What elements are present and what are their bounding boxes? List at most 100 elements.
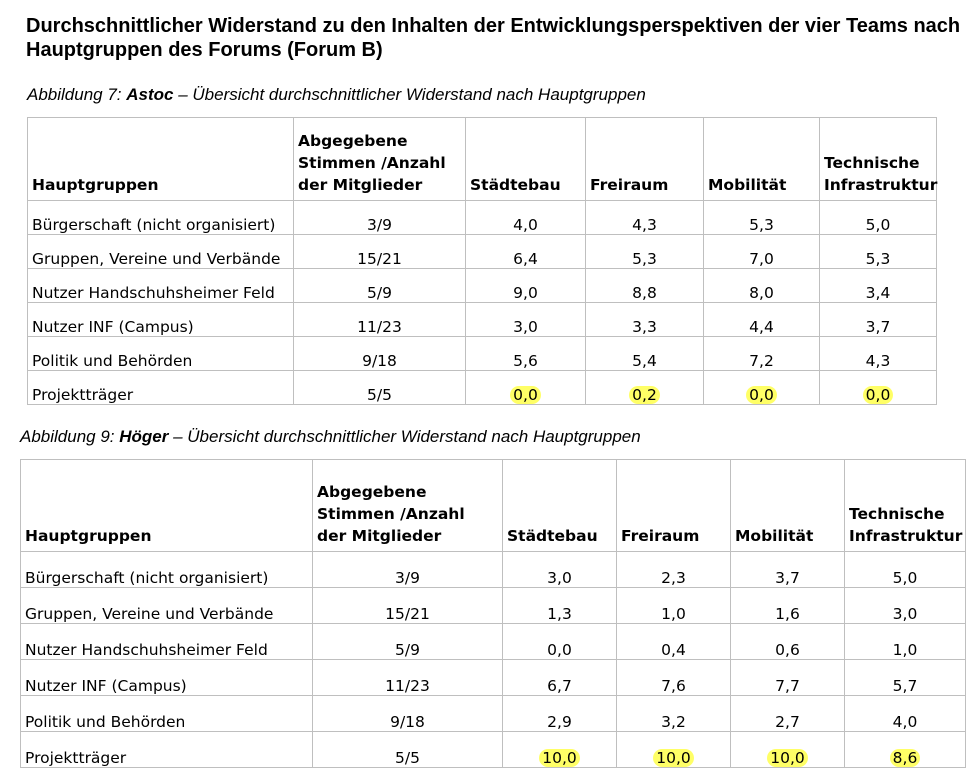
votes-cell: 9/18: [293, 336, 466, 371]
votes-cell: 11/23: [293, 302, 466, 337]
value-cell: 2,7: [730, 695, 845, 732]
value-cell: 5,4: [585, 336, 704, 371]
column-header: Mobilität: [730, 459, 845, 552]
value-cell: 1,0: [844, 623, 966, 660]
group-cell: Nutzer Handschuhsheimer Feld: [20, 623, 313, 660]
value-cell: 3,4: [819, 268, 937, 303]
value-cell: 6,7: [502, 659, 617, 696]
column-header: Abgegebene Stimmen /Anzahl der Mitgliede…: [293, 117, 466, 201]
value-cell: 3,2: [616, 695, 731, 732]
highlighted-value: 0,2: [629, 386, 660, 404]
table-header-row: Hauptgruppen Abgegebene Stimmen /Anzahl …: [20, 459, 966, 552]
value-cell: 3,0: [844, 587, 966, 624]
table-row: Projektträger 5/5 0,0 0,2 0,0 0,0: [27, 370, 937, 405]
votes-cell: 9/18: [312, 695, 503, 732]
value-cell: 3,7: [819, 302, 937, 337]
column-header: Technische Infrastruktur: [819, 117, 937, 201]
resistance-table-astoc: Hauptgruppen Abgegebene Stimmen /Anzahl …: [27, 117, 937, 405]
highlighted-value: 10,0: [653, 749, 694, 767]
votes-cell: 5/5: [312, 731, 503, 768]
group-cell: Gruppen, Vereine und Verbände: [27, 234, 294, 269]
group-cell: Politik und Behörden: [27, 336, 294, 371]
votes-cell: 5/9: [312, 623, 503, 660]
group-cell: Nutzer Handschuhsheimer Feld: [27, 268, 294, 303]
table-row: Gruppen, Vereine und Verbände 15/21 6,4 …: [27, 234, 937, 269]
value-cell: 10,0: [616, 731, 731, 768]
column-header: Technische Infrastruktur: [844, 459, 966, 552]
caption-prefix: Abbildung 9:: [20, 427, 120, 446]
column-header: Städtebau: [502, 459, 617, 552]
column-header: Hauptgruppen: [27, 117, 294, 201]
table-row: Politik und Behörden 9/18 2,9 3,2 2,7 4,…: [20, 695, 966, 732]
value-cell: 0,2: [585, 370, 704, 405]
highlighted-value: 10,0: [539, 749, 580, 767]
column-header: Städtebau: [465, 117, 586, 201]
caption-suffix: – Übersicht durchschnittlicher Widerstan…: [168, 427, 641, 446]
value-cell: 1,6: [730, 587, 845, 624]
value-cell: 0,0: [465, 370, 586, 405]
value-cell: 4,4: [703, 302, 820, 337]
value-cell: 0,0: [819, 370, 937, 405]
value-cell: 7,7: [730, 659, 845, 696]
value-cell: 5,0: [844, 551, 966, 588]
value-cell: 5,3: [585, 234, 704, 269]
value-cell: 7,0: [703, 234, 820, 269]
value-cell: 5,3: [819, 234, 937, 269]
table-row: Bürgerschaft (nicht organisiert) 3/9 3,0…: [20, 551, 966, 588]
group-cell: Nutzer INF (Campus): [20, 659, 313, 696]
group-cell: Projektträger: [27, 370, 294, 405]
column-header: Freiraum: [585, 117, 704, 201]
value-cell: 0,6: [730, 623, 845, 660]
value-cell: 1,3: [502, 587, 617, 624]
votes-cell: 3/9: [293, 200, 466, 235]
table-row: Nutzer Handschuhsheimer Feld 5/9 9,0 8,8…: [27, 268, 937, 303]
table-row: Projektträger 5/5 10,0 10,0 10,0 8,6: [20, 731, 966, 768]
group-cell: Politik und Behörden: [20, 695, 313, 732]
votes-cell: 5/9: [293, 268, 466, 303]
value-cell: 7,2: [703, 336, 820, 371]
value-cell: 0,4: [616, 623, 731, 660]
value-cell: 10,0: [730, 731, 845, 768]
highlighted-value: 8,6: [889, 749, 921, 767]
value-cell: 7,6: [616, 659, 731, 696]
column-header: Freiraum: [616, 459, 731, 552]
caption-team: Höger: [119, 427, 169, 446]
group-cell: Bürgerschaft (nicht organisiert): [20, 551, 313, 588]
value-cell: 4,0: [465, 200, 586, 235]
value-cell: 5,6: [465, 336, 586, 371]
page-title: Durchschnittlicher Widerstand zu den Inh…: [26, 15, 961, 61]
value-cell: 1,0: [616, 587, 731, 624]
value-cell: 3,3: [585, 302, 704, 337]
votes-cell: 15/21: [293, 234, 466, 269]
value-cell: 3,0: [465, 302, 586, 337]
highlighted-value: 0,0: [746, 386, 777, 404]
value-cell: 5,0: [819, 200, 937, 235]
value-cell: 8,8: [585, 268, 704, 303]
value-cell: 3,0: [502, 551, 617, 588]
resistance-table-hoeger: Hauptgruppen Abgegebene Stimmen /Anzahl …: [20, 459, 966, 768]
votes-cell: 3/9: [312, 551, 503, 588]
value-cell: 4,3: [819, 336, 937, 371]
value-cell: 2,3: [616, 551, 731, 588]
votes-cell: 5/5: [293, 370, 466, 405]
caption-team: Astoc: [126, 85, 174, 104]
group-cell: Nutzer INF (Campus): [27, 302, 294, 337]
value-cell: 5,7: [844, 659, 966, 696]
table-row: Bürgerschaft (nicht organisiert) 3/9 4,0…: [27, 200, 937, 235]
table-header-row: Hauptgruppen Abgegebene Stimmen /Anzahl …: [27, 117, 937, 201]
column-header: Hauptgruppen: [20, 459, 313, 552]
caption-suffix: – Übersicht durchschnittlicher Widerstan…: [173, 85, 646, 104]
value-cell: 4,3: [585, 200, 704, 235]
value-cell: 6,4: [465, 234, 586, 269]
table-row: Politik und Behörden 9/18 5,6 5,4 7,2 4,…: [27, 336, 937, 371]
votes-cell: 11/23: [312, 659, 503, 696]
value-cell: 8,6: [844, 731, 966, 768]
value-cell: 10,0: [502, 731, 617, 768]
group-cell: Bürgerschaft (nicht organisiert): [27, 200, 294, 235]
column-header: Abgegebene Stimmen /Anzahl der Mitgliede…: [312, 459, 503, 552]
table-row: Nutzer Handschuhsheimer Feld 5/9 0,0 0,4…: [20, 623, 966, 660]
value-cell: 8,0: [703, 268, 820, 303]
votes-cell: 15/21: [312, 587, 503, 624]
value-cell: 5,3: [703, 200, 820, 235]
value-cell: 3,7: [730, 551, 845, 588]
